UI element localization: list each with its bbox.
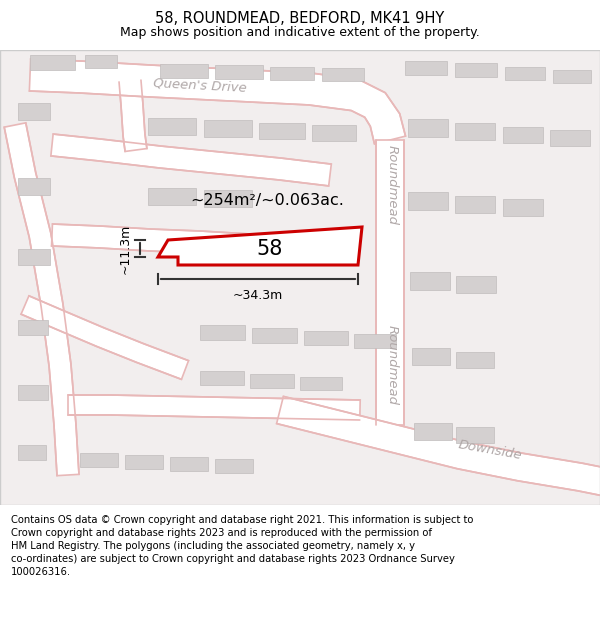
Polygon shape — [200, 371, 244, 385]
Polygon shape — [204, 190, 252, 207]
Polygon shape — [215, 459, 253, 473]
Polygon shape — [125, 455, 163, 469]
Polygon shape — [52, 224, 290, 258]
Polygon shape — [18, 249, 50, 265]
Text: Contains OS data © Crown copyright and database right 2021. This information is : Contains OS data © Crown copyright and d… — [11, 514, 473, 578]
Polygon shape — [259, 123, 305, 139]
Polygon shape — [215, 65, 263, 79]
Polygon shape — [18, 103, 50, 120]
Polygon shape — [0, 50, 600, 505]
Polygon shape — [21, 296, 188, 379]
Polygon shape — [408, 192, 448, 210]
Text: Roundmead: Roundmead — [386, 325, 398, 405]
Polygon shape — [148, 188, 196, 205]
Text: ~34.3m: ~34.3m — [233, 289, 283, 302]
Polygon shape — [85, 55, 117, 68]
Text: 58, ROUNDMEAD, BEDFORD, MK41 9HY: 58, ROUNDMEAD, BEDFORD, MK41 9HY — [155, 11, 445, 26]
Polygon shape — [503, 199, 543, 216]
Polygon shape — [304, 331, 348, 345]
Polygon shape — [505, 67, 545, 80]
Text: ~254m²/~0.063ac.: ~254m²/~0.063ac. — [190, 192, 344, 208]
Polygon shape — [158, 227, 362, 265]
Polygon shape — [550, 130, 590, 146]
Polygon shape — [119, 80, 147, 151]
Text: Map shows position and indicative extent of the property.: Map shows position and indicative extent… — [120, 26, 480, 39]
Polygon shape — [455, 63, 497, 77]
Polygon shape — [553, 70, 591, 83]
Polygon shape — [354, 334, 396, 348]
Polygon shape — [204, 120, 252, 137]
Polygon shape — [408, 119, 448, 137]
Polygon shape — [456, 276, 496, 293]
Polygon shape — [200, 325, 245, 340]
Polygon shape — [277, 396, 600, 497]
Polygon shape — [18, 445, 46, 460]
Text: Downside: Downside — [457, 438, 523, 462]
Polygon shape — [4, 123, 79, 476]
Polygon shape — [80, 453, 118, 467]
Polygon shape — [410, 272, 450, 290]
Polygon shape — [456, 352, 494, 368]
Polygon shape — [250, 374, 294, 388]
Polygon shape — [503, 127, 543, 143]
Polygon shape — [414, 423, 452, 440]
Polygon shape — [68, 395, 360, 420]
Polygon shape — [29, 59, 406, 144]
Text: Queen's Drive: Queen's Drive — [153, 76, 247, 94]
Polygon shape — [160, 64, 208, 78]
Text: ~11.3m: ~11.3m — [119, 223, 132, 274]
Polygon shape — [455, 123, 495, 140]
Text: Roundmead: Roundmead — [386, 145, 398, 225]
Polygon shape — [300, 377, 342, 390]
Polygon shape — [412, 348, 450, 365]
Polygon shape — [270, 67, 314, 80]
Polygon shape — [18, 178, 50, 195]
Polygon shape — [30, 55, 75, 70]
Polygon shape — [148, 118, 196, 135]
Polygon shape — [170, 457, 208, 471]
Polygon shape — [455, 196, 495, 213]
Polygon shape — [252, 328, 297, 343]
Polygon shape — [376, 140, 404, 425]
Text: 58: 58 — [257, 239, 283, 259]
Polygon shape — [51, 134, 331, 186]
Polygon shape — [18, 320, 48, 335]
Polygon shape — [312, 125, 356, 141]
Polygon shape — [405, 61, 447, 75]
Polygon shape — [322, 68, 364, 81]
Polygon shape — [456, 427, 494, 443]
Polygon shape — [18, 385, 48, 400]
